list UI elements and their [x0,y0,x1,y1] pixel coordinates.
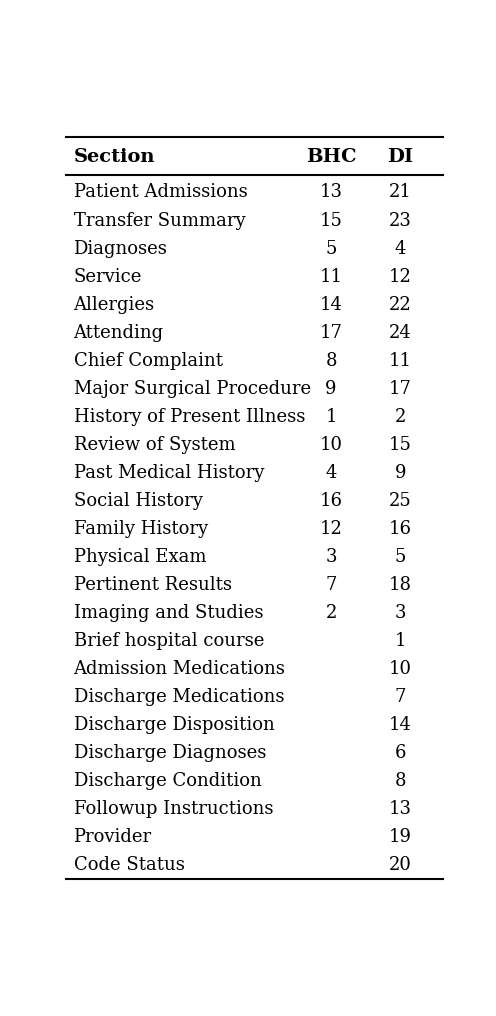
Text: 17: 17 [319,324,343,341]
Text: 14: 14 [389,716,412,734]
Text: Followup Instructions: Followup Instructions [73,800,273,818]
Text: Pertinent Results: Pertinent Results [73,576,232,593]
Text: 16: 16 [389,520,412,537]
Text: Diagnoses: Diagnoses [73,240,168,257]
Text: 2: 2 [325,604,337,622]
Text: Section: Section [73,148,155,166]
Text: 10: 10 [389,659,412,678]
Text: 12: 12 [389,267,412,285]
Text: 15: 15 [389,436,412,454]
Text: Physical Exam: Physical Exam [73,548,206,566]
Text: 22: 22 [389,296,412,314]
Text: 6: 6 [394,744,406,762]
Text: Imaging and Studies: Imaging and Studies [73,604,263,622]
Text: 7: 7 [395,688,406,706]
Text: Service: Service [73,267,142,285]
Text: Family History: Family History [73,520,208,537]
Text: 5: 5 [395,548,406,566]
Text: 19: 19 [389,828,412,846]
Text: History of Present Illness: History of Present Illness [73,407,305,426]
Text: 5: 5 [325,240,337,257]
Text: 1: 1 [394,632,406,650]
Text: 18: 18 [389,576,412,593]
Text: 21: 21 [389,184,412,201]
Text: Chief Complaint: Chief Complaint [73,352,223,370]
Text: 10: 10 [319,436,343,454]
Text: DI: DI [387,148,413,166]
Text: Allergies: Allergies [73,296,155,314]
Text: Provider: Provider [73,828,152,846]
Text: Attending: Attending [73,324,164,341]
Text: 3: 3 [325,548,337,566]
Text: 2: 2 [395,407,406,426]
Text: 11: 11 [389,352,412,370]
Text: 12: 12 [319,520,343,537]
Text: Transfer Summary: Transfer Summary [73,211,245,230]
Text: BHC: BHC [306,148,357,166]
Text: Discharge Medications: Discharge Medications [73,688,284,706]
Text: 7: 7 [325,576,337,593]
Text: 20: 20 [389,856,412,874]
Text: Review of System: Review of System [73,436,235,454]
Text: 1: 1 [325,407,337,426]
Text: Discharge Disposition: Discharge Disposition [73,716,274,734]
Text: 11: 11 [319,267,343,285]
Text: Admission Medications: Admission Medications [73,659,285,678]
Text: 16: 16 [319,492,343,510]
Text: 9: 9 [325,380,337,397]
Text: 25: 25 [389,492,412,510]
Text: Social History: Social History [73,492,202,510]
Text: 9: 9 [394,463,406,482]
Text: 17: 17 [389,380,412,397]
Text: 24: 24 [389,324,412,341]
Text: 13: 13 [319,184,343,201]
Text: 8: 8 [394,772,406,790]
Text: 15: 15 [319,211,343,230]
Text: 8: 8 [325,352,337,370]
Text: 3: 3 [394,604,406,622]
Text: 14: 14 [319,296,343,314]
Text: 23: 23 [389,211,412,230]
Text: 4: 4 [325,463,337,482]
Text: 4: 4 [395,240,406,257]
Text: Major Surgical Procedure: Major Surgical Procedure [73,380,310,397]
Text: 13: 13 [389,800,412,818]
Text: Code Status: Code Status [73,856,185,874]
Text: Discharge Condition: Discharge Condition [73,772,261,790]
Text: Past Medical History: Past Medical History [73,463,264,482]
Text: Brief hospital course: Brief hospital course [73,632,264,650]
Text: Discharge Diagnoses: Discharge Diagnoses [73,744,266,762]
Text: Patient Admissions: Patient Admissions [73,184,248,201]
